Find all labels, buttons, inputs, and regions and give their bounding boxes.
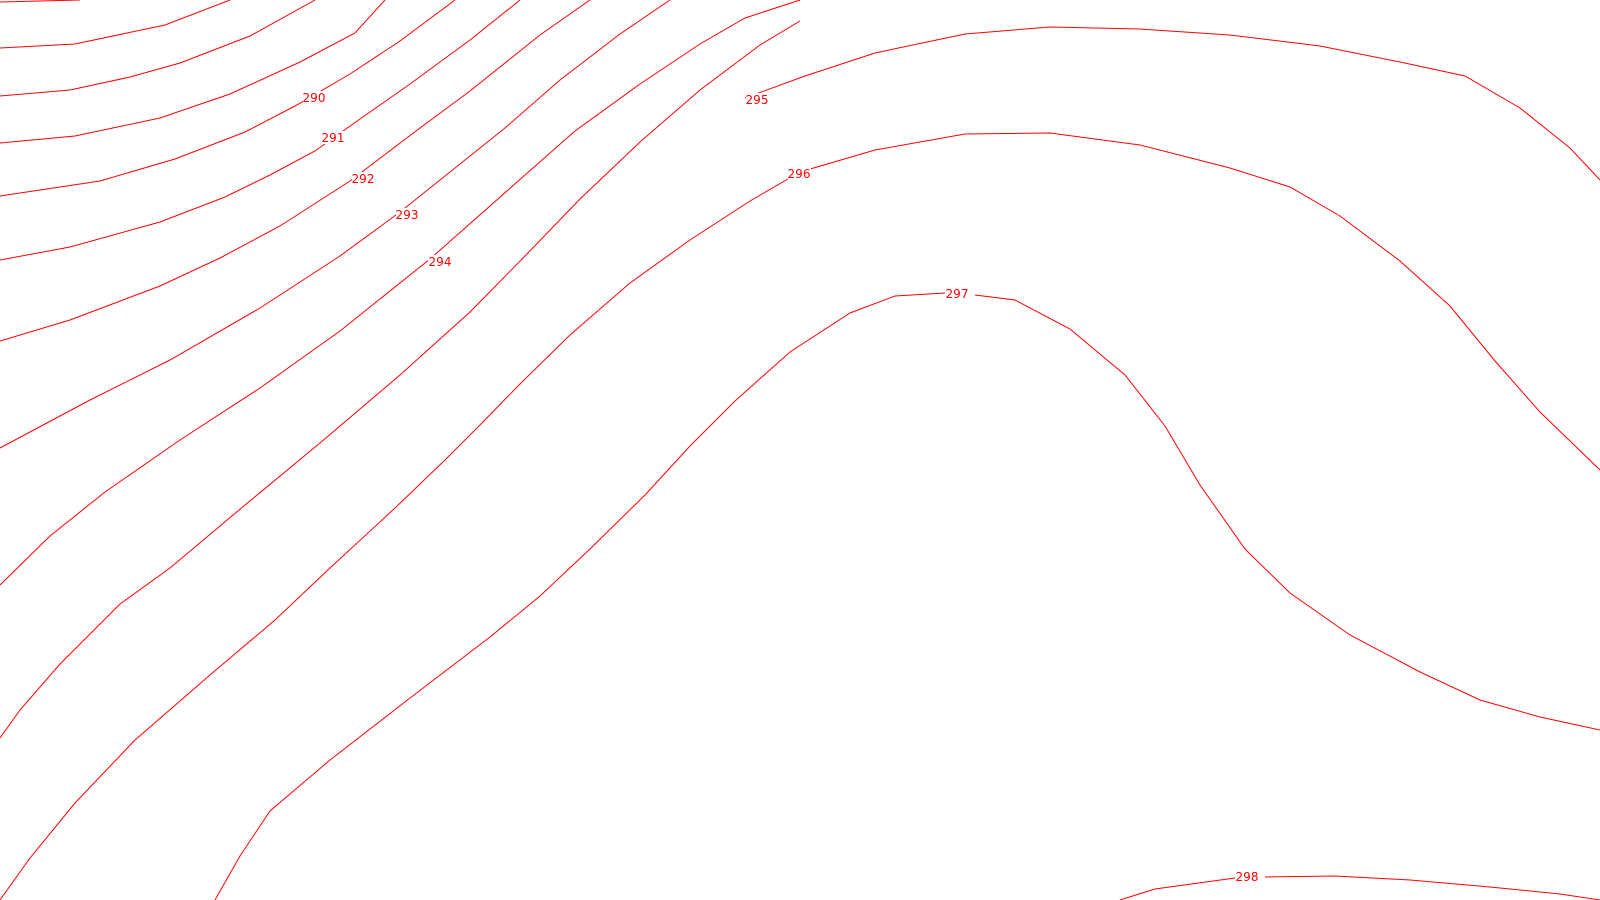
svg-text:290: 290: [303, 91, 326, 105]
contour-label-297: 297: [946, 287, 969, 301]
contour-label-298: 298: [1236, 870, 1259, 884]
contour-label-296: 296: [788, 167, 811, 181]
svg-text:295: 295: [746, 93, 769, 107]
contour-line-298: [1119, 877, 1236, 900]
svg-text:293: 293: [396, 208, 419, 222]
svg-text:297: 297: [946, 287, 969, 301]
contour-line-297: [0, 171, 801, 900]
svg-text:296: 296: [788, 167, 811, 181]
contour-line-290: [0, 0, 386, 144]
contour-line-295: [0, 0, 801, 586]
contour-label-290: 290: [303, 91, 326, 105]
contour-line-291: [0, 0, 456, 197]
contour-line: [0, 0, 231, 49]
contour-line-296: [799, 132, 1600, 471]
svg-text:292: 292: [352, 172, 375, 186]
contour-label-292: 292: [352, 172, 375, 186]
contour-line-293: [0, 0, 591, 342]
contour-line-292: [0, 0, 521, 261]
contour-label-294: 294: [428, 255, 451, 269]
contour-line-298: [1264, 875, 1600, 900]
svg-text:294: 294: [429, 255, 452, 269]
contour-label-291: 291: [322, 131, 345, 145]
svg-text:291: 291: [322, 131, 345, 145]
contour-line-295: [744, 26, 1600, 181]
contour-line-296: [0, 20, 801, 739]
contour-line-297: [974, 294, 1600, 731]
contour-line: [0, 0, 316, 97]
contour-line: [0, 0, 81, 3]
contour-label-293: 293: [396, 208, 419, 222]
contour-line-297: [214, 292, 946, 900]
svg-text:298: 298: [1236, 870, 1259, 884]
contour-label-295: 295: [746, 93, 769, 107]
contour-line-294: [0, 0, 671, 449]
